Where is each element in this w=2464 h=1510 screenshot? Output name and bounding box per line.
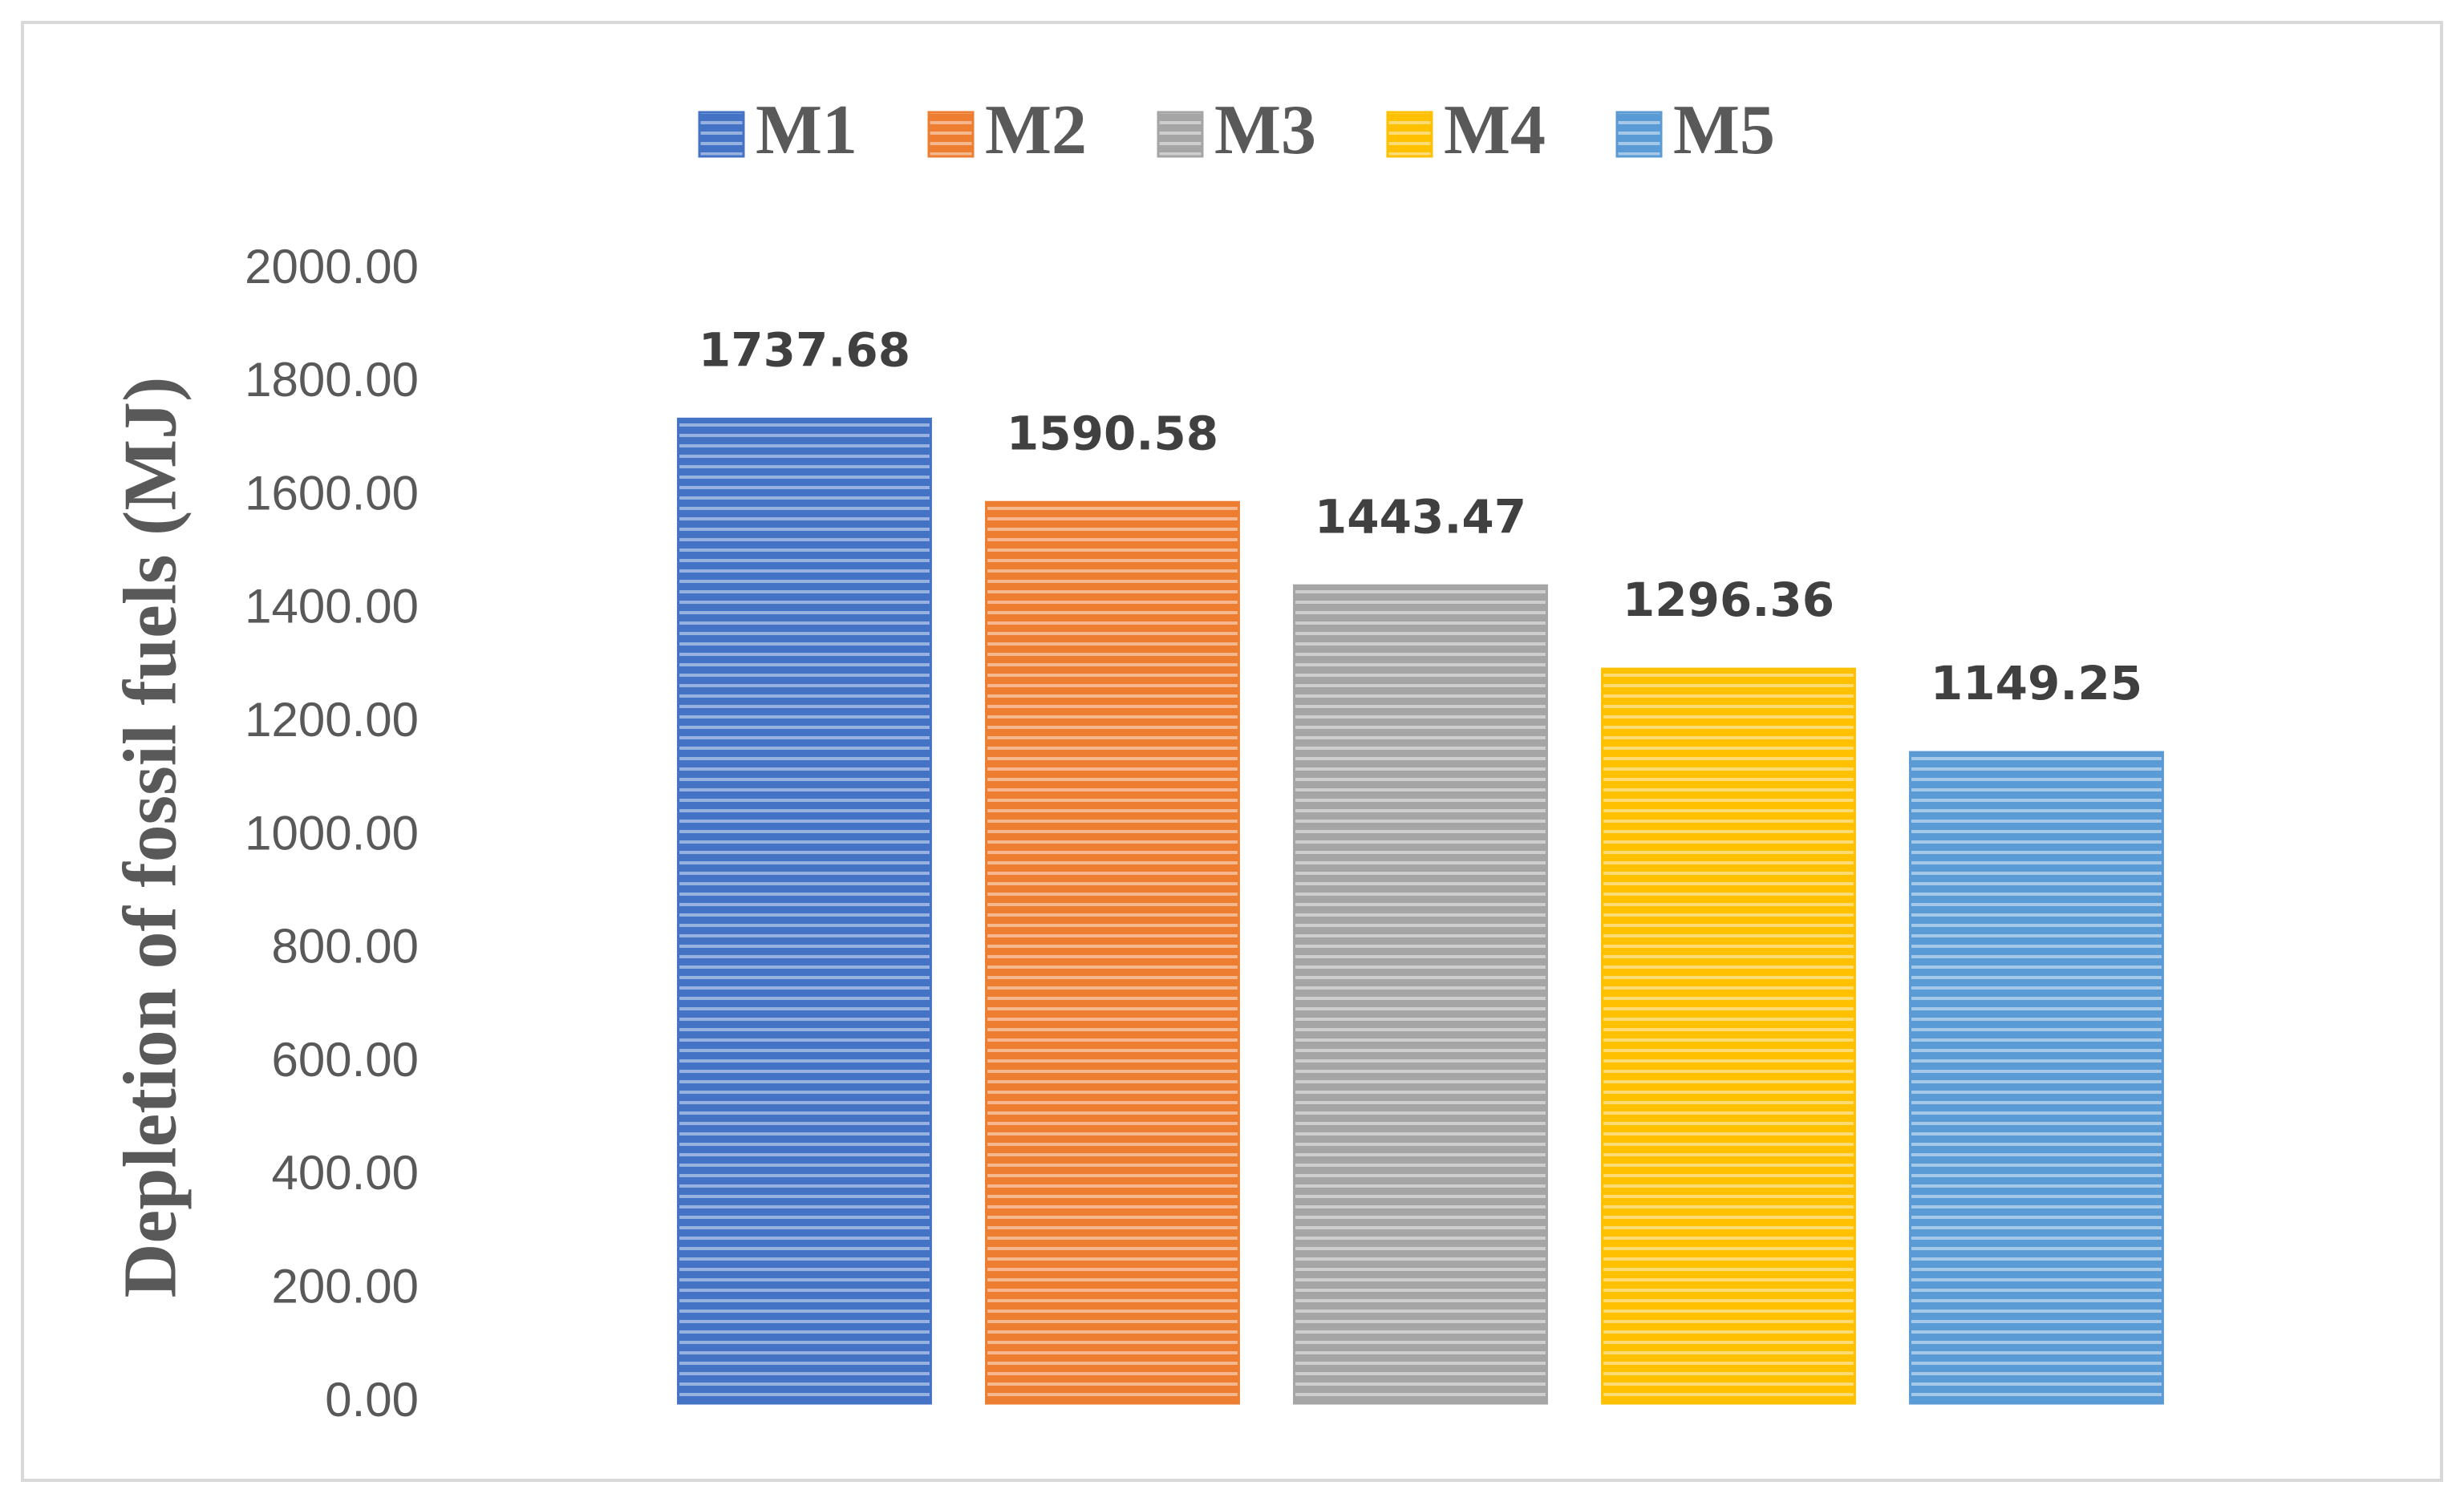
y-tick-label: 2000.00 — [245, 240, 419, 293]
y-tick-label: 800.00 — [271, 920, 419, 974]
y-tick-label: 400.00 — [271, 1146, 419, 1200]
data-label: 1296.36 — [1623, 573, 1834, 627]
legend-swatch — [1386, 111, 1433, 158]
data-label: 1443.47 — [1315, 489, 1526, 544]
bar — [1909, 751, 2164, 1405]
legend-swatch — [1157, 111, 1204, 158]
legend-label: M5 — [1673, 91, 1775, 169]
y-tick-label: 1000.00 — [245, 806, 419, 860]
legend-label: M1 — [756, 91, 857, 169]
legend-label: M2 — [985, 91, 1087, 169]
data-label: 1149.25 — [1931, 656, 2142, 710]
y-tick-label: 0.00 — [325, 1373, 419, 1427]
data-label: 1590.58 — [1007, 406, 1218, 460]
y-tick-label: 1600.00 — [245, 466, 419, 520]
bar — [985, 500, 1240, 1405]
y-tick-label: 1800.00 — [245, 353, 419, 407]
legend-label: M3 — [1214, 91, 1316, 169]
y-axis-label: Depletion of fossil fuels (MJ) — [109, 377, 192, 1298]
y-tick-label: 200.00 — [271, 1260, 419, 1314]
y-tick-label: 1400.00 — [245, 580, 419, 634]
legend-swatch — [698, 111, 745, 158]
legend-label: M4 — [1444, 91, 1546, 169]
legend-swatch — [927, 111, 975, 158]
legend-swatch — [1615, 111, 1663, 158]
bar — [1601, 667, 1856, 1405]
bar — [1293, 584, 1548, 1405]
bar — [677, 417, 932, 1405]
data-label: 1737.68 — [699, 322, 910, 377]
y-tick-label: 1200.00 — [245, 693, 419, 747]
y-tick-label: 600.00 — [271, 1033, 419, 1087]
